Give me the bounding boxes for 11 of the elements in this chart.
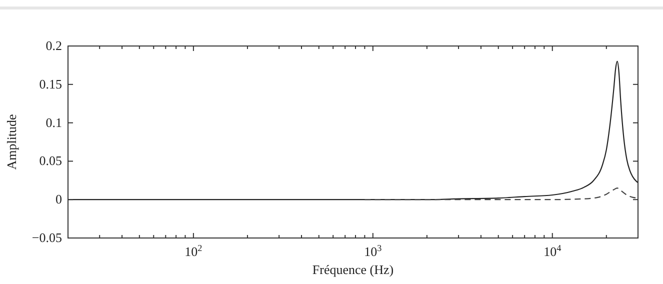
y-tick-label: 0 [56,192,62,207]
x-tick-label: 10$^{4}$ [544,243,562,259]
x-tick-label: 10$^{2}$ [184,243,203,259]
x-axis-title: Fréquence (Hz) [312,262,394,277]
y-tick-label: 0.15 [39,76,62,92]
y-tick-label: 0.1 [46,114,62,130]
x-tick-label: 10$^{3}$ [364,243,382,259]
y-tick-label: 0.05 [39,153,62,168]
y-tick-label: 0.2 [46,38,62,53]
y-axis-title: Amplitude [4,114,19,170]
y-tick-label: −0.05 [32,230,62,245]
